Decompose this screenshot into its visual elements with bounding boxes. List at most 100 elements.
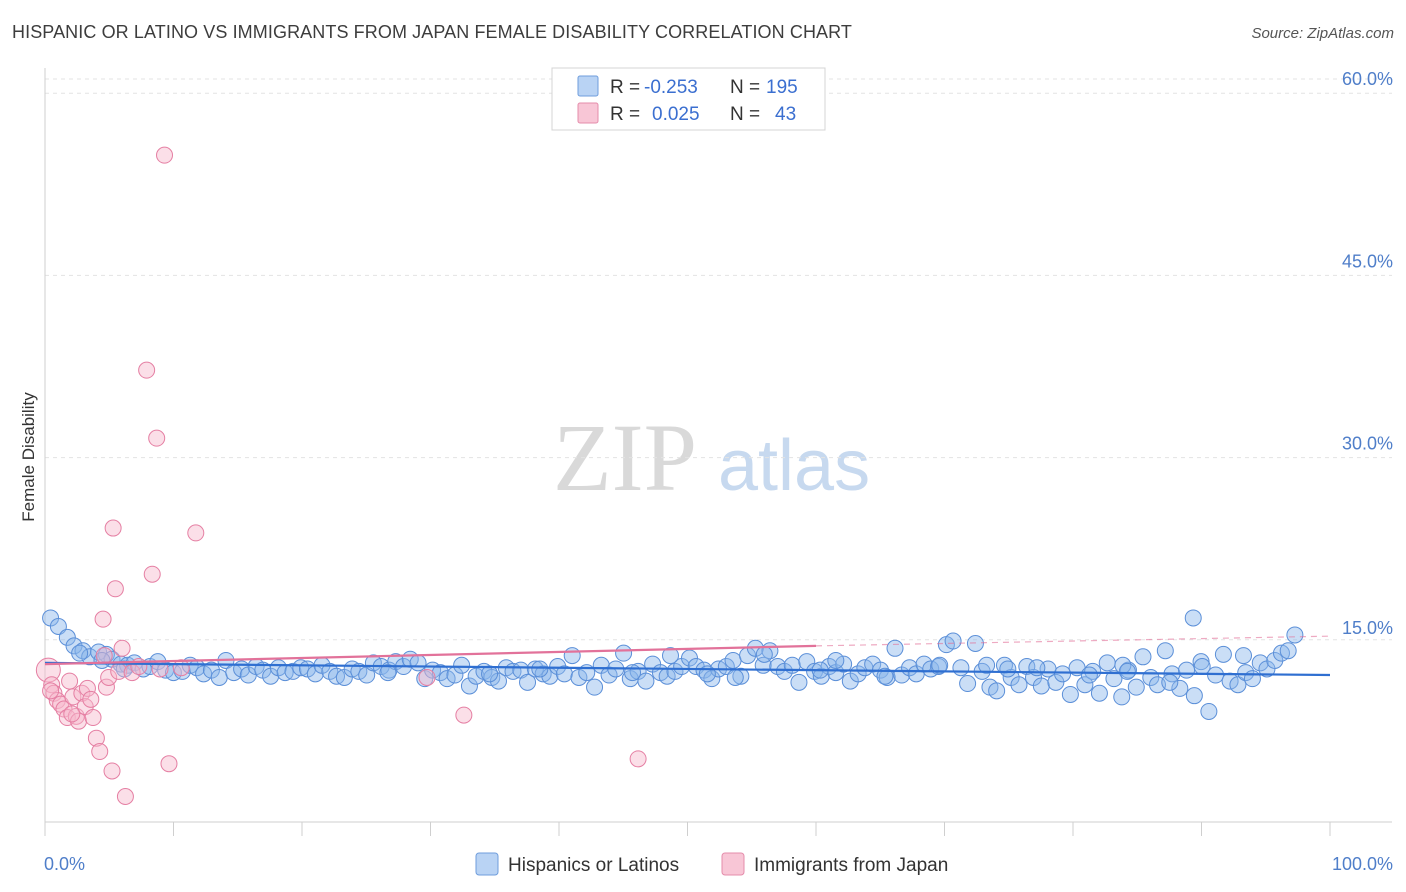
data-point bbox=[187, 524, 205, 542]
data-point bbox=[64, 688, 82, 706]
data-point bbox=[160, 755, 178, 773]
data-point bbox=[73, 684, 91, 702]
legend-n-label-2: N = bbox=[730, 104, 760, 125]
data-point bbox=[1193, 658, 1211, 676]
data-point bbox=[156, 146, 174, 164]
data-point bbox=[143, 565, 161, 583]
data-point bbox=[944, 632, 962, 650]
data-point bbox=[481, 665, 499, 683]
data-point bbox=[1134, 648, 1152, 666]
data-point bbox=[662, 647, 679, 665]
legend-n-label-1: N = bbox=[730, 77, 760, 98]
series-hispanics-or-latinos bbox=[42, 609, 1304, 720]
bottom-legend-label-2: Immigrants from Japan bbox=[754, 855, 948, 876]
data-point bbox=[87, 729, 105, 747]
data-point bbox=[71, 644, 89, 662]
data-point bbox=[94, 610, 112, 628]
data-point bbox=[519, 673, 537, 691]
data-point bbox=[717, 658, 735, 676]
y-tick-label: 15.0% bbox=[1342, 618, 1393, 638]
data-points bbox=[35, 146, 1304, 805]
data-point bbox=[1200, 702, 1218, 720]
data-point bbox=[988, 682, 1006, 700]
data-point bbox=[489, 672, 507, 690]
y-tick-label: 30.0% bbox=[1342, 434, 1393, 454]
data-point bbox=[1266, 651, 1284, 669]
data-point bbox=[210, 668, 228, 686]
data-point bbox=[835, 655, 853, 673]
data-point bbox=[637, 672, 655, 690]
data-point bbox=[555, 665, 573, 683]
gridlines bbox=[45, 78, 1392, 641]
data-point bbox=[931, 656, 949, 674]
data-point bbox=[624, 664, 642, 682]
data-point bbox=[952, 659, 970, 677]
data-point bbox=[876, 667, 894, 685]
data-point bbox=[292, 659, 310, 677]
y-tick-label: 45.0% bbox=[1342, 251, 1393, 271]
data-point bbox=[886, 639, 904, 657]
data-point bbox=[70, 712, 88, 730]
data-point bbox=[58, 628, 76, 646]
y-axis-label: Female Disability bbox=[19, 392, 38, 522]
data-point bbox=[1185, 687, 1203, 705]
correlation-legend: R = -0.253 N = 195 R = 0.025 N = 43 bbox=[551, 67, 826, 131]
data-point bbox=[1090, 684, 1108, 702]
data-point bbox=[1251, 654, 1269, 672]
trend-line-pink-extension bbox=[815, 635, 1331, 647]
data-point bbox=[1098, 654, 1116, 672]
data-point bbox=[460, 677, 478, 695]
data-point bbox=[563, 647, 581, 665]
data-point bbox=[978, 656, 996, 674]
legend-swatch-pink bbox=[577, 102, 599, 124]
data-point bbox=[1214, 645, 1232, 663]
data-point bbox=[1237, 664, 1255, 682]
data-point bbox=[1243, 670, 1261, 688]
data-point bbox=[84, 709, 102, 727]
data-point bbox=[100, 668, 118, 686]
x-tick-label: 0.0% bbox=[44, 854, 85, 874]
data-point bbox=[1105, 670, 1123, 688]
data-point bbox=[438, 670, 456, 688]
data-point bbox=[409, 654, 427, 672]
data-point bbox=[113, 639, 131, 657]
data-point bbox=[1032, 677, 1050, 695]
data-point bbox=[284, 662, 302, 680]
data-point bbox=[827, 651, 845, 669]
data-point bbox=[379, 664, 397, 682]
legend-swatch-blue bbox=[577, 75, 599, 97]
trend-line-blue bbox=[44, 661, 1331, 677]
y-tick-label: 60.0% bbox=[1342, 69, 1393, 89]
data-point bbox=[600, 666, 618, 684]
data-point bbox=[534, 665, 552, 683]
legend-n-value-2: 43 bbox=[775, 104, 796, 125]
data-point bbox=[1054, 665, 1072, 683]
data-point bbox=[531, 660, 549, 678]
data-point bbox=[431, 664, 449, 682]
data-point bbox=[1235, 647, 1253, 665]
data-point bbox=[732, 667, 750, 685]
chart-title: HISPANIC OR LATINO VS IMMIGRANTS FROM JA… bbox=[12, 22, 853, 42]
data-point bbox=[680, 649, 698, 667]
data-point bbox=[350, 662, 368, 680]
data-point bbox=[116, 787, 134, 805]
data-point bbox=[1080, 666, 1098, 684]
data-point bbox=[172, 659, 190, 677]
data-point bbox=[586, 678, 604, 696]
data-point bbox=[95, 647, 113, 665]
data-point bbox=[999, 660, 1017, 678]
data-point bbox=[1286, 626, 1304, 644]
data-point bbox=[106, 580, 124, 598]
data-point bbox=[703, 670, 721, 688]
data-point bbox=[959, 675, 977, 693]
data-point bbox=[42, 682, 60, 700]
data-point bbox=[82, 690, 100, 708]
data-point bbox=[148, 429, 166, 447]
series-legend: Hispanics or Latinos Immigrants from Jap… bbox=[475, 852, 948, 876]
data-point bbox=[629, 750, 647, 768]
data-point bbox=[1010, 676, 1028, 694]
trend-lines bbox=[44, 635, 1331, 677]
data-point bbox=[1161, 673, 1179, 691]
bottom-legend-label-1: Hispanics or Latinos bbox=[508, 855, 679, 876]
